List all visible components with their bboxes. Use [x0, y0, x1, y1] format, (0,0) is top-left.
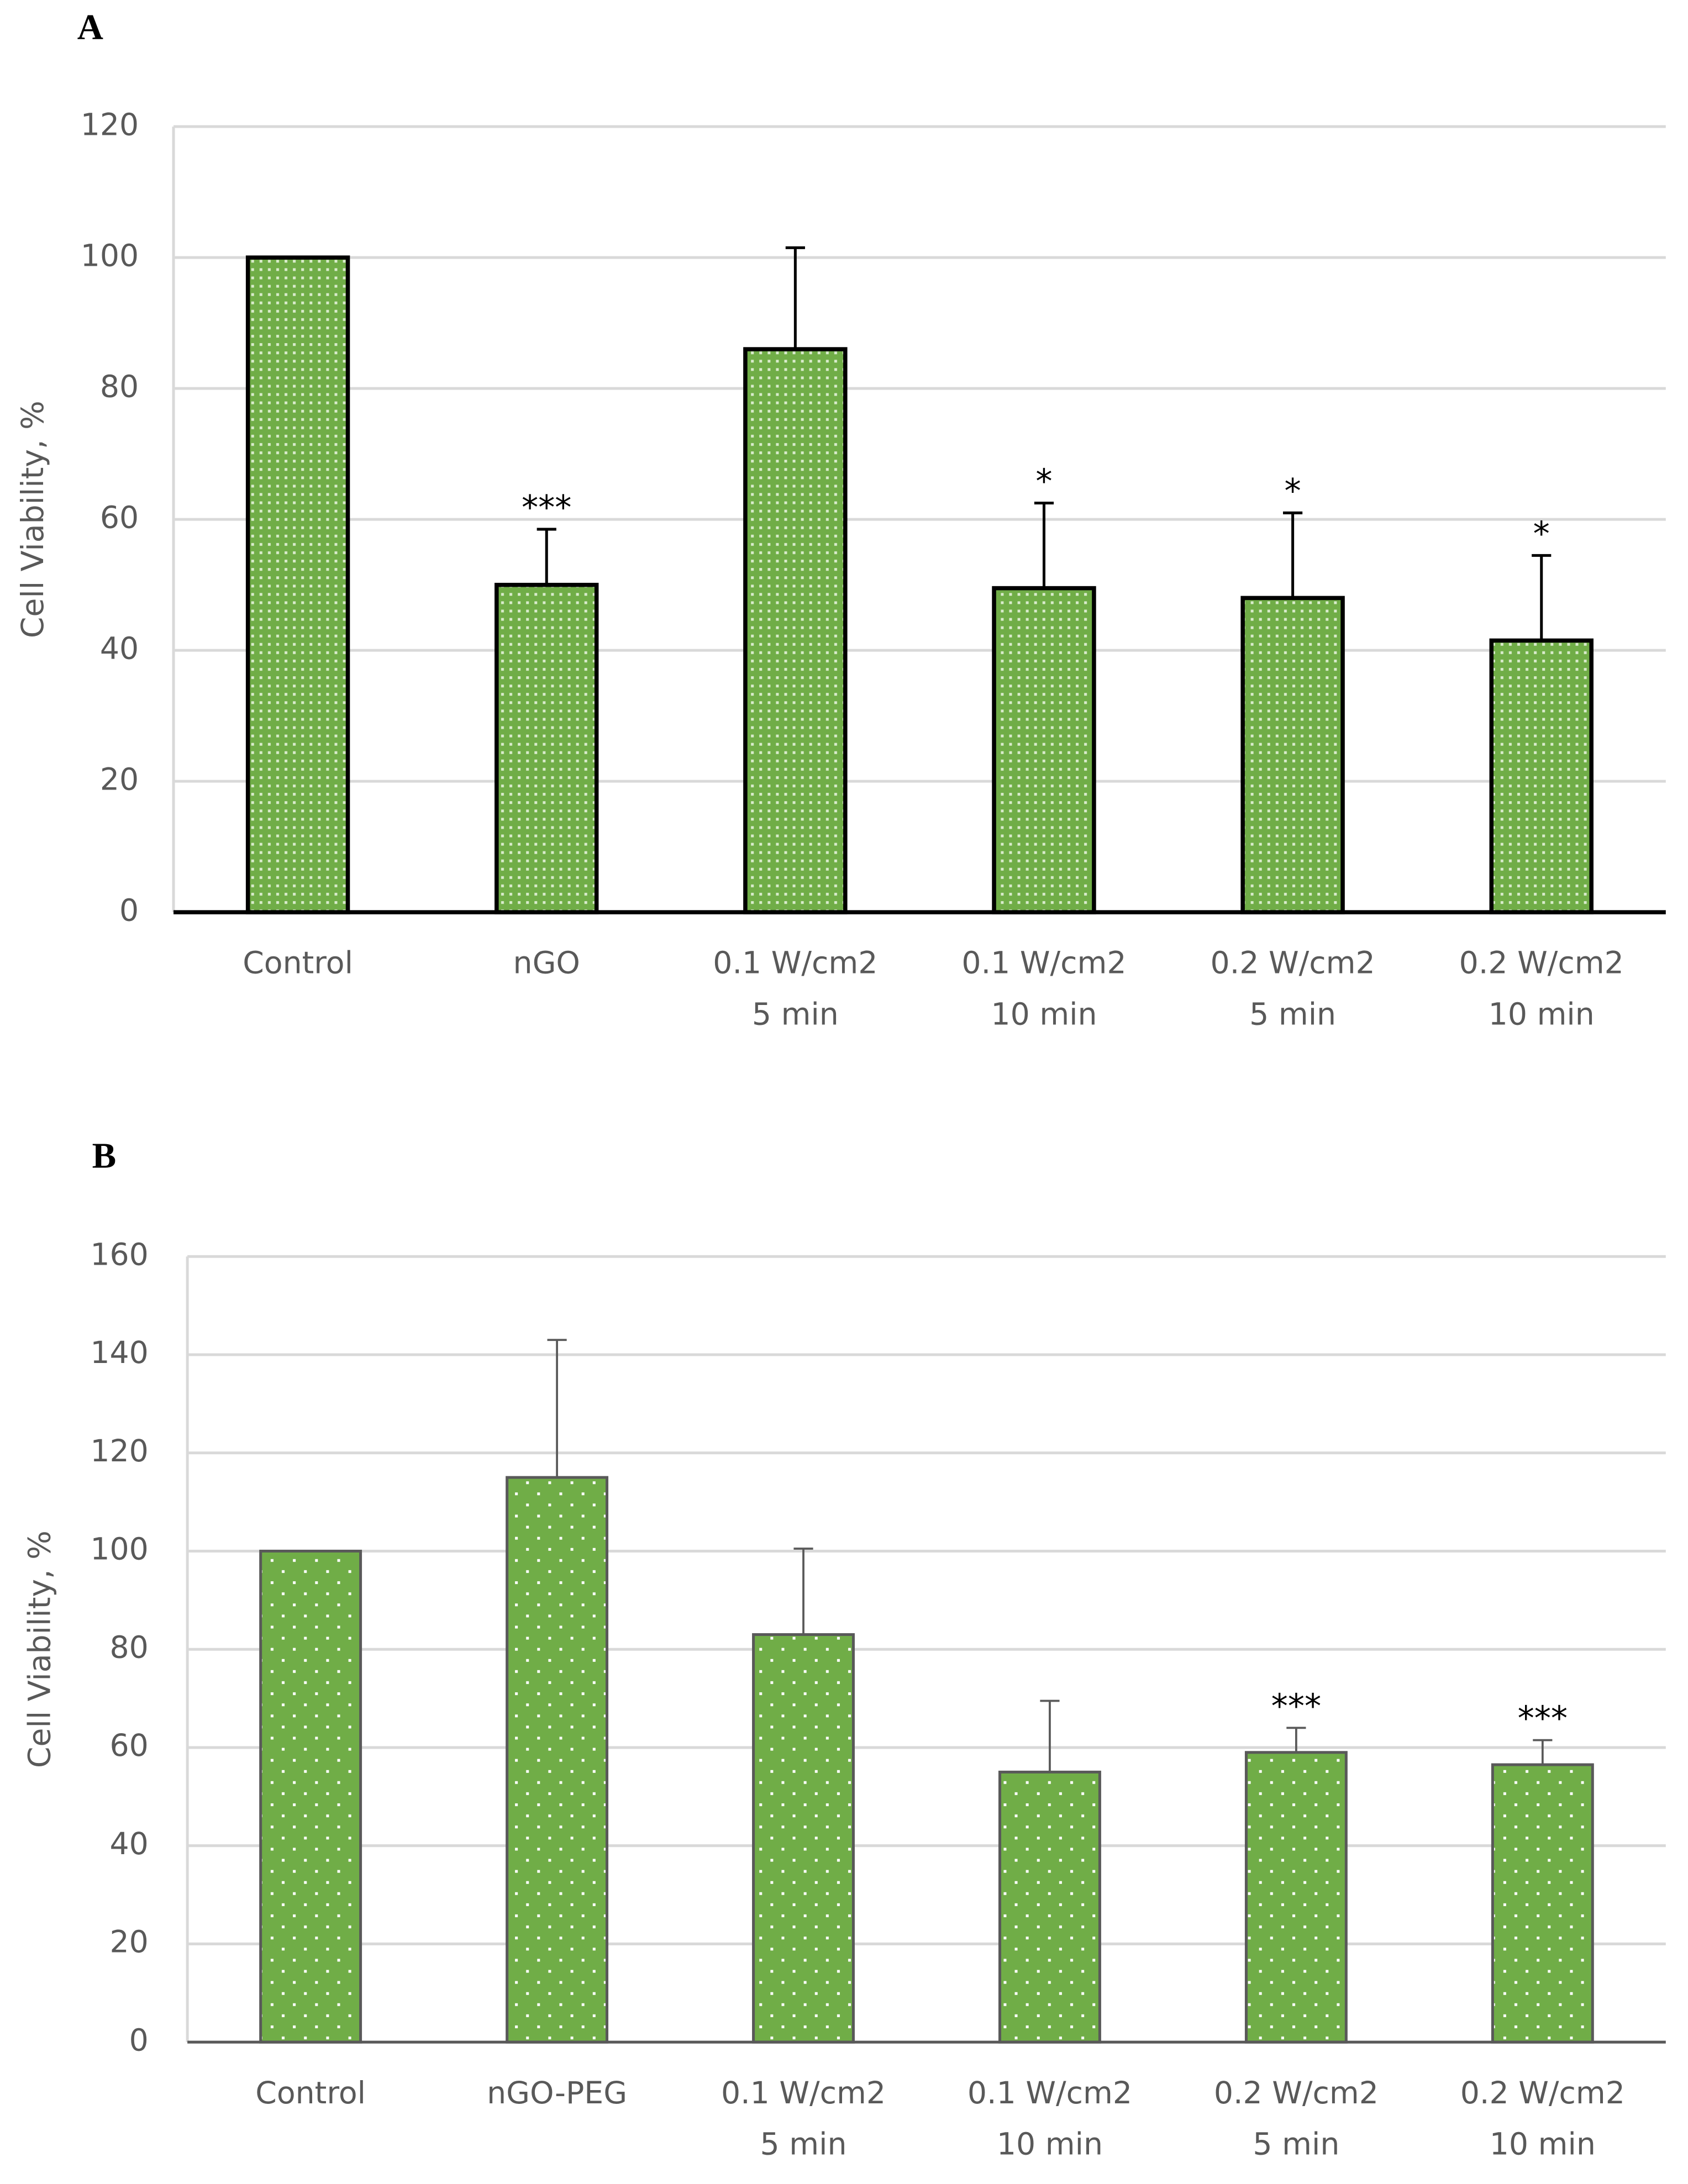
significance-label: *	[1285, 472, 1301, 511]
bar	[998, 1770, 1101, 2044]
bar	[495, 582, 599, 914]
bar	[1491, 1763, 1594, 2044]
x-tick-label: 0.2 W/cm2	[1459, 946, 1624, 981]
bar	[1489, 638, 1594, 914]
x-tick-label: nGO-PEG	[487, 2076, 627, 2111]
bar	[259, 1549, 362, 2044]
y-tick-label: 120	[81, 107, 139, 143]
y-tick-label: 20	[109, 1925, 148, 1960]
x-tick-label: Control	[255, 2076, 366, 2111]
y-tick-label: 140	[90, 1335, 149, 1371]
x-tick-label: 0.1 W/cm2	[961, 946, 1126, 981]
bar	[752, 1633, 855, 2044]
x-tick-label: 0.2 W/cm2	[1460, 2076, 1625, 2111]
y-tick-label: 40	[100, 631, 139, 666]
y-tick-label: 60	[109, 1728, 148, 1764]
x-tick-label: Control	[243, 946, 353, 981]
x-tick-label: 5 min	[1249, 997, 1336, 1033]
x-tick-label: 10 min	[1490, 2127, 1596, 2162]
x-tick-label: 0.1 W/cm2	[967, 2076, 1132, 2111]
y-tick-label: 60	[100, 500, 139, 535]
y-tick-label: 100	[90, 1532, 149, 1567]
x-tick-label: 0.1 W/cm2	[721, 2076, 886, 2111]
x-tick-label: 5 min	[1253, 2127, 1339, 2162]
y-tick-label: 0	[129, 2023, 149, 2058]
y-tick-label: 40	[109, 1827, 148, 1862]
x-tick-label: 0.1 W/cm2	[713, 946, 877, 981]
y-tick-label: 120	[90, 1434, 149, 1469]
y-axis-label: Cell Viability, %	[15, 401, 51, 638]
significance-label: ***	[522, 488, 571, 527]
bar	[1244, 1751, 1348, 2044]
y-tick-label: 80	[109, 1630, 148, 1665]
bar	[506, 1476, 609, 2044]
y-tick-label: 20	[100, 762, 139, 797]
x-tick-label: 5 min	[752, 997, 839, 1033]
y-axis-label: Cell Viability, %	[22, 1530, 57, 1768]
x-tick-label: 10 min	[1489, 997, 1595, 1033]
significance-label: ***	[1518, 1699, 1568, 1738]
x-tick-label: 0.2 W/cm2	[1211, 946, 1375, 981]
bar	[245, 255, 350, 914]
y-tick-label: 80	[100, 369, 139, 404]
significance-label: *	[1035, 462, 1052, 501]
bar	[743, 347, 848, 914]
x-tick-label: 10 min	[991, 997, 1097, 1033]
significance-label: ***	[1271, 1687, 1321, 1726]
bar	[1240, 596, 1345, 914]
y-tick-label: 100	[81, 238, 139, 273]
panel-label: A	[77, 8, 103, 48]
x-tick-label: 5 min	[760, 2127, 847, 2162]
x-tick-label: nGO	[513, 946, 580, 981]
y-tick-label: 160	[90, 1237, 149, 1272]
x-tick-label: 10 min	[997, 2127, 1103, 2162]
y-tick-label: 0	[119, 893, 139, 928]
panel-label: B	[92, 1136, 117, 1176]
significance-label: *	[1533, 515, 1550, 554]
bar	[992, 586, 1096, 914]
x-tick-label: 0.2 W/cm2	[1214, 2076, 1379, 2111]
